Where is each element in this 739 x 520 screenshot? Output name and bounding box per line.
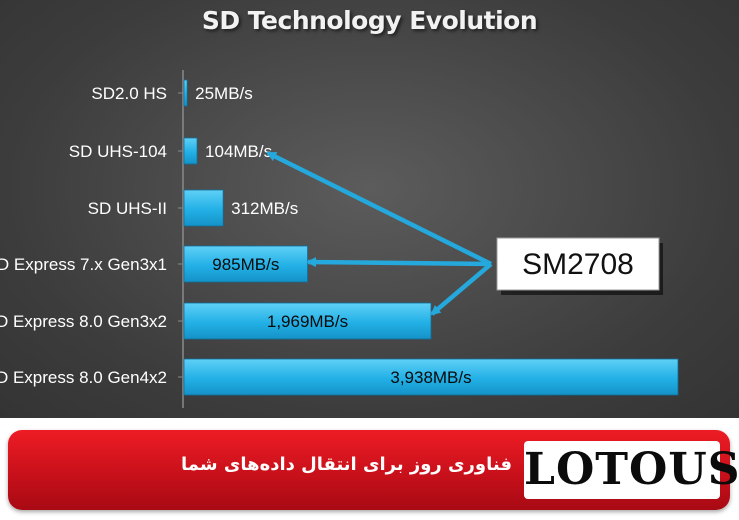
category-label: SD Express 8.0 Gen4x2 — [0, 368, 167, 387]
bar-chart: SD2.0 HS 25MB/s SD UHS-104 104MB/s SD UHS-II… — [0, 70, 679, 408]
bar — [183, 358, 679, 396]
tagline: فناوری روز برای انتقال داده‌های شما — [181, 454, 512, 475]
data-label: 104MB/s — [205, 142, 272, 161]
category-label: SD Express 8.0 Gen3x2 — [0, 312, 167, 331]
callout-arrow — [306, 257, 492, 268]
callout-arrow — [266, 150, 493, 267]
category-label: SD2.0 HS — [91, 84, 167, 103]
footer: فناوری روز برای انتقال داده‌های شما LOTO… — [0, 418, 739, 520]
category-label: SD Express 7.x Gen3x1 — [0, 255, 167, 274]
data-label: 3,938MB/s — [390, 368, 471, 387]
bar — [183, 302, 432, 340]
data-label: 25MB/s — [195, 84, 253, 103]
bar — [183, 245, 308, 283]
category-label: SD UHS-104 — [69, 142, 167, 161]
data-label: 985MB/s — [212, 255, 279, 274]
callout-label: SM2708 — [522, 248, 634, 281]
data-label: 312MB/s — [231, 199, 298, 218]
chart-area: SD Technology Evolution SD2.0 HS 25MB/s SD… — [0, 0, 739, 418]
bar — [183, 189, 224, 227]
brand-logo: LOTOUS — [524, 441, 739, 499]
bar — [183, 137, 198, 165]
bar — [183, 79, 188, 107]
callout-box — [496, 237, 660, 291]
data-label: 1,969MB/s — [267, 312, 348, 331]
chart-title: SD Technology Evolution — [201, 6, 538, 35]
callout-arrow — [430, 262, 493, 316]
category-label: SD UHS-II — [88, 199, 167, 218]
promo-banner: فناوری روز برای انتقال داده‌های شما LOTO… — [8, 430, 739, 510]
